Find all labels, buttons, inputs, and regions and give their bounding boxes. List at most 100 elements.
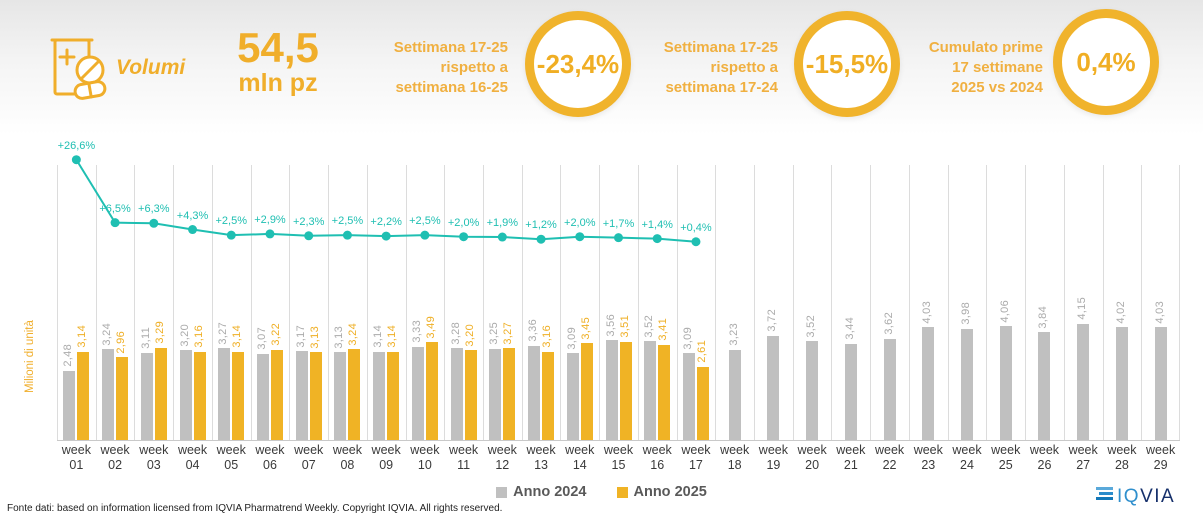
x-axis-label-week-18: week 18 [720, 443, 750, 472]
legend-label-2024: Anno 2024 [513, 484, 587, 500]
chart-legend: Anno 2024 Anno 2025 [0, 484, 1203, 500]
x-axis-label-week-24: week 24 [952, 443, 982, 472]
bar-anno-2024-week-10 [411, 346, 424, 440]
kpi-3-badge: 0,4% [1053, 9, 1159, 115]
bar-anno-2024-week-17 [682, 353, 695, 440]
total-volume-value: 54,5 [237, 24, 319, 71]
gridline [366, 165, 368, 440]
gridline [947, 165, 949, 440]
trend-point-week-09 [381, 231, 391, 241]
gridline [908, 165, 910, 440]
x-axis-label-week-12: week 12 [487, 443, 517, 472]
legend-item-2024: Anno 2024 [496, 484, 587, 500]
x-axis-label-week-22: week 22 [874, 443, 905, 472]
gridline [1102, 165, 1104, 440]
x-axis-label-week-13: week 13 [526, 443, 556, 472]
bar-anno-2024-week-05 [218, 348, 231, 440]
kpi-1-badge: -23,4% [525, 11, 631, 117]
x-axis-label-week-03: week 03 [139, 443, 169, 472]
bar-anno-2024-week-09 [373, 352, 386, 440]
trend-percent-label: +6,5% [99, 202, 131, 215]
gridline [405, 165, 407, 440]
gridline [792, 165, 794, 440]
bar-anno-2024-week-16 [644, 341, 657, 440]
x-axis-label-week-19: week 19 [758, 443, 788, 472]
x-axis-label-week-16: week 16 [642, 443, 672, 472]
bar-anno-2024-week-27 [1077, 323, 1090, 440]
gridline [1025, 165, 1027, 440]
bar-anno-2024-week-21 [844, 343, 857, 440]
gridline [95, 165, 97, 440]
trend-percent-label: +2,5% [409, 215, 441, 228]
gridline [599, 165, 601, 440]
trend-point-week-01 [71, 155, 81, 165]
bar-anno-2025-week-02 [116, 357, 129, 440]
bar-anno-2025-week-13 [542, 351, 555, 440]
trend-percent-label: +2,5% [215, 215, 248, 228]
x-axis-label-week-10: week 10 [410, 443, 440, 472]
bar-anno-2024-week-12 [489, 349, 502, 440]
trend-point-week-02 [110, 218, 120, 228]
trend-percent-label: +2,0% [564, 216, 596, 229]
kpi-2-badge: -15,5% [794, 11, 900, 117]
trend-point-week-08 [342, 230, 352, 240]
chart-section-title: Volumi [116, 56, 186, 79]
x-axis-label-week-14: week 14 [565, 443, 595, 472]
total-volume: 54,5 mln pz [218, 24, 338, 96]
gridline [831, 165, 833, 440]
x-axis-label-week-09: week 09 [371, 443, 401, 472]
bar-anno-2024-week-02 [102, 349, 115, 440]
bar-anno-2025-week-17 [696, 366, 709, 440]
gridline [676, 165, 678, 440]
trend-point-week-11 [459, 232, 469, 242]
bar-anno-2025-week-11 [464, 350, 477, 440]
gridline [1141, 165, 1143, 440]
x-axis-label-week-26: week 26 [1029, 443, 1060, 472]
x-axis-label-week-17: week 17 [681, 443, 711, 472]
trend-point-week-06 [265, 229, 275, 239]
trend-percent-label: +4,3% [176, 209, 209, 222]
gridline [173, 165, 175, 440]
x-axis-label-week-04: week 04 [177, 443, 208, 472]
y-axis-title: Milioni di unità [24, 320, 36, 394]
trend-percent-label: +6,3% [138, 203, 170, 216]
bar-anno-2024-week-23 [922, 327, 935, 440]
kpi-3-value: 0,4% [1076, 46, 1136, 77]
bar-anno-2025-week-09 [387, 352, 400, 440]
trend-point-week-03 [149, 218, 159, 228]
x-axis-label-week-06: week 06 [255, 443, 285, 472]
gridline [328, 165, 330, 440]
gridline [560, 165, 562, 440]
bar-anno-2024-week-13 [528, 345, 541, 440]
bar-anno-2024-week-22 [883, 338, 896, 440]
iqvia-logo: IQVIA [1095, 480, 1195, 513]
bar-anno-2024-week-29 [1154, 327, 1167, 440]
trend-percent-label: +2,2% [370, 216, 402, 229]
trend-percent-label: +1,7% [602, 217, 635, 230]
gridline [444, 165, 446, 440]
trend-point-week-04 [188, 225, 198, 235]
trend-point-week-14 [575, 232, 585, 242]
bar-anno-2025-week-04 [193, 351, 206, 440]
gridline [715, 165, 717, 440]
trend-percent-label: +1,2% [525, 219, 557, 232]
bar-anno-2025-week-12 [503, 348, 516, 440]
trend-point-week-15 [614, 233, 623, 243]
bar-anno-2024-week-28 [1115, 327, 1128, 440]
gridline [482, 165, 484, 440]
gridline [57, 165, 58, 440]
legend-swatch-2024 [496, 486, 508, 498]
gridline [986, 165, 988, 440]
kpi-1-label: Settimana 17-25 rispetto a settimana 16-… [393, 39, 508, 96]
x-axis-label-week-28: week 28 [1107, 443, 1137, 472]
gridline [211, 165, 213, 440]
bar-anno-2025-week-03 [154, 347, 167, 440]
trend-percent-label: +2,3% [292, 215, 325, 228]
kpi-3-label: Cumulato prime 17 settimane 2025 vs 2024 [928, 39, 1043, 96]
bar-anno-2024-week-24 [961, 328, 974, 440]
trend-percent-label: +0,4% [680, 221, 712, 234]
trend-point-week-17 [691, 237, 701, 247]
bar-anno-2024-week-14 [566, 353, 579, 440]
trend-line [71, 155, 701, 247]
